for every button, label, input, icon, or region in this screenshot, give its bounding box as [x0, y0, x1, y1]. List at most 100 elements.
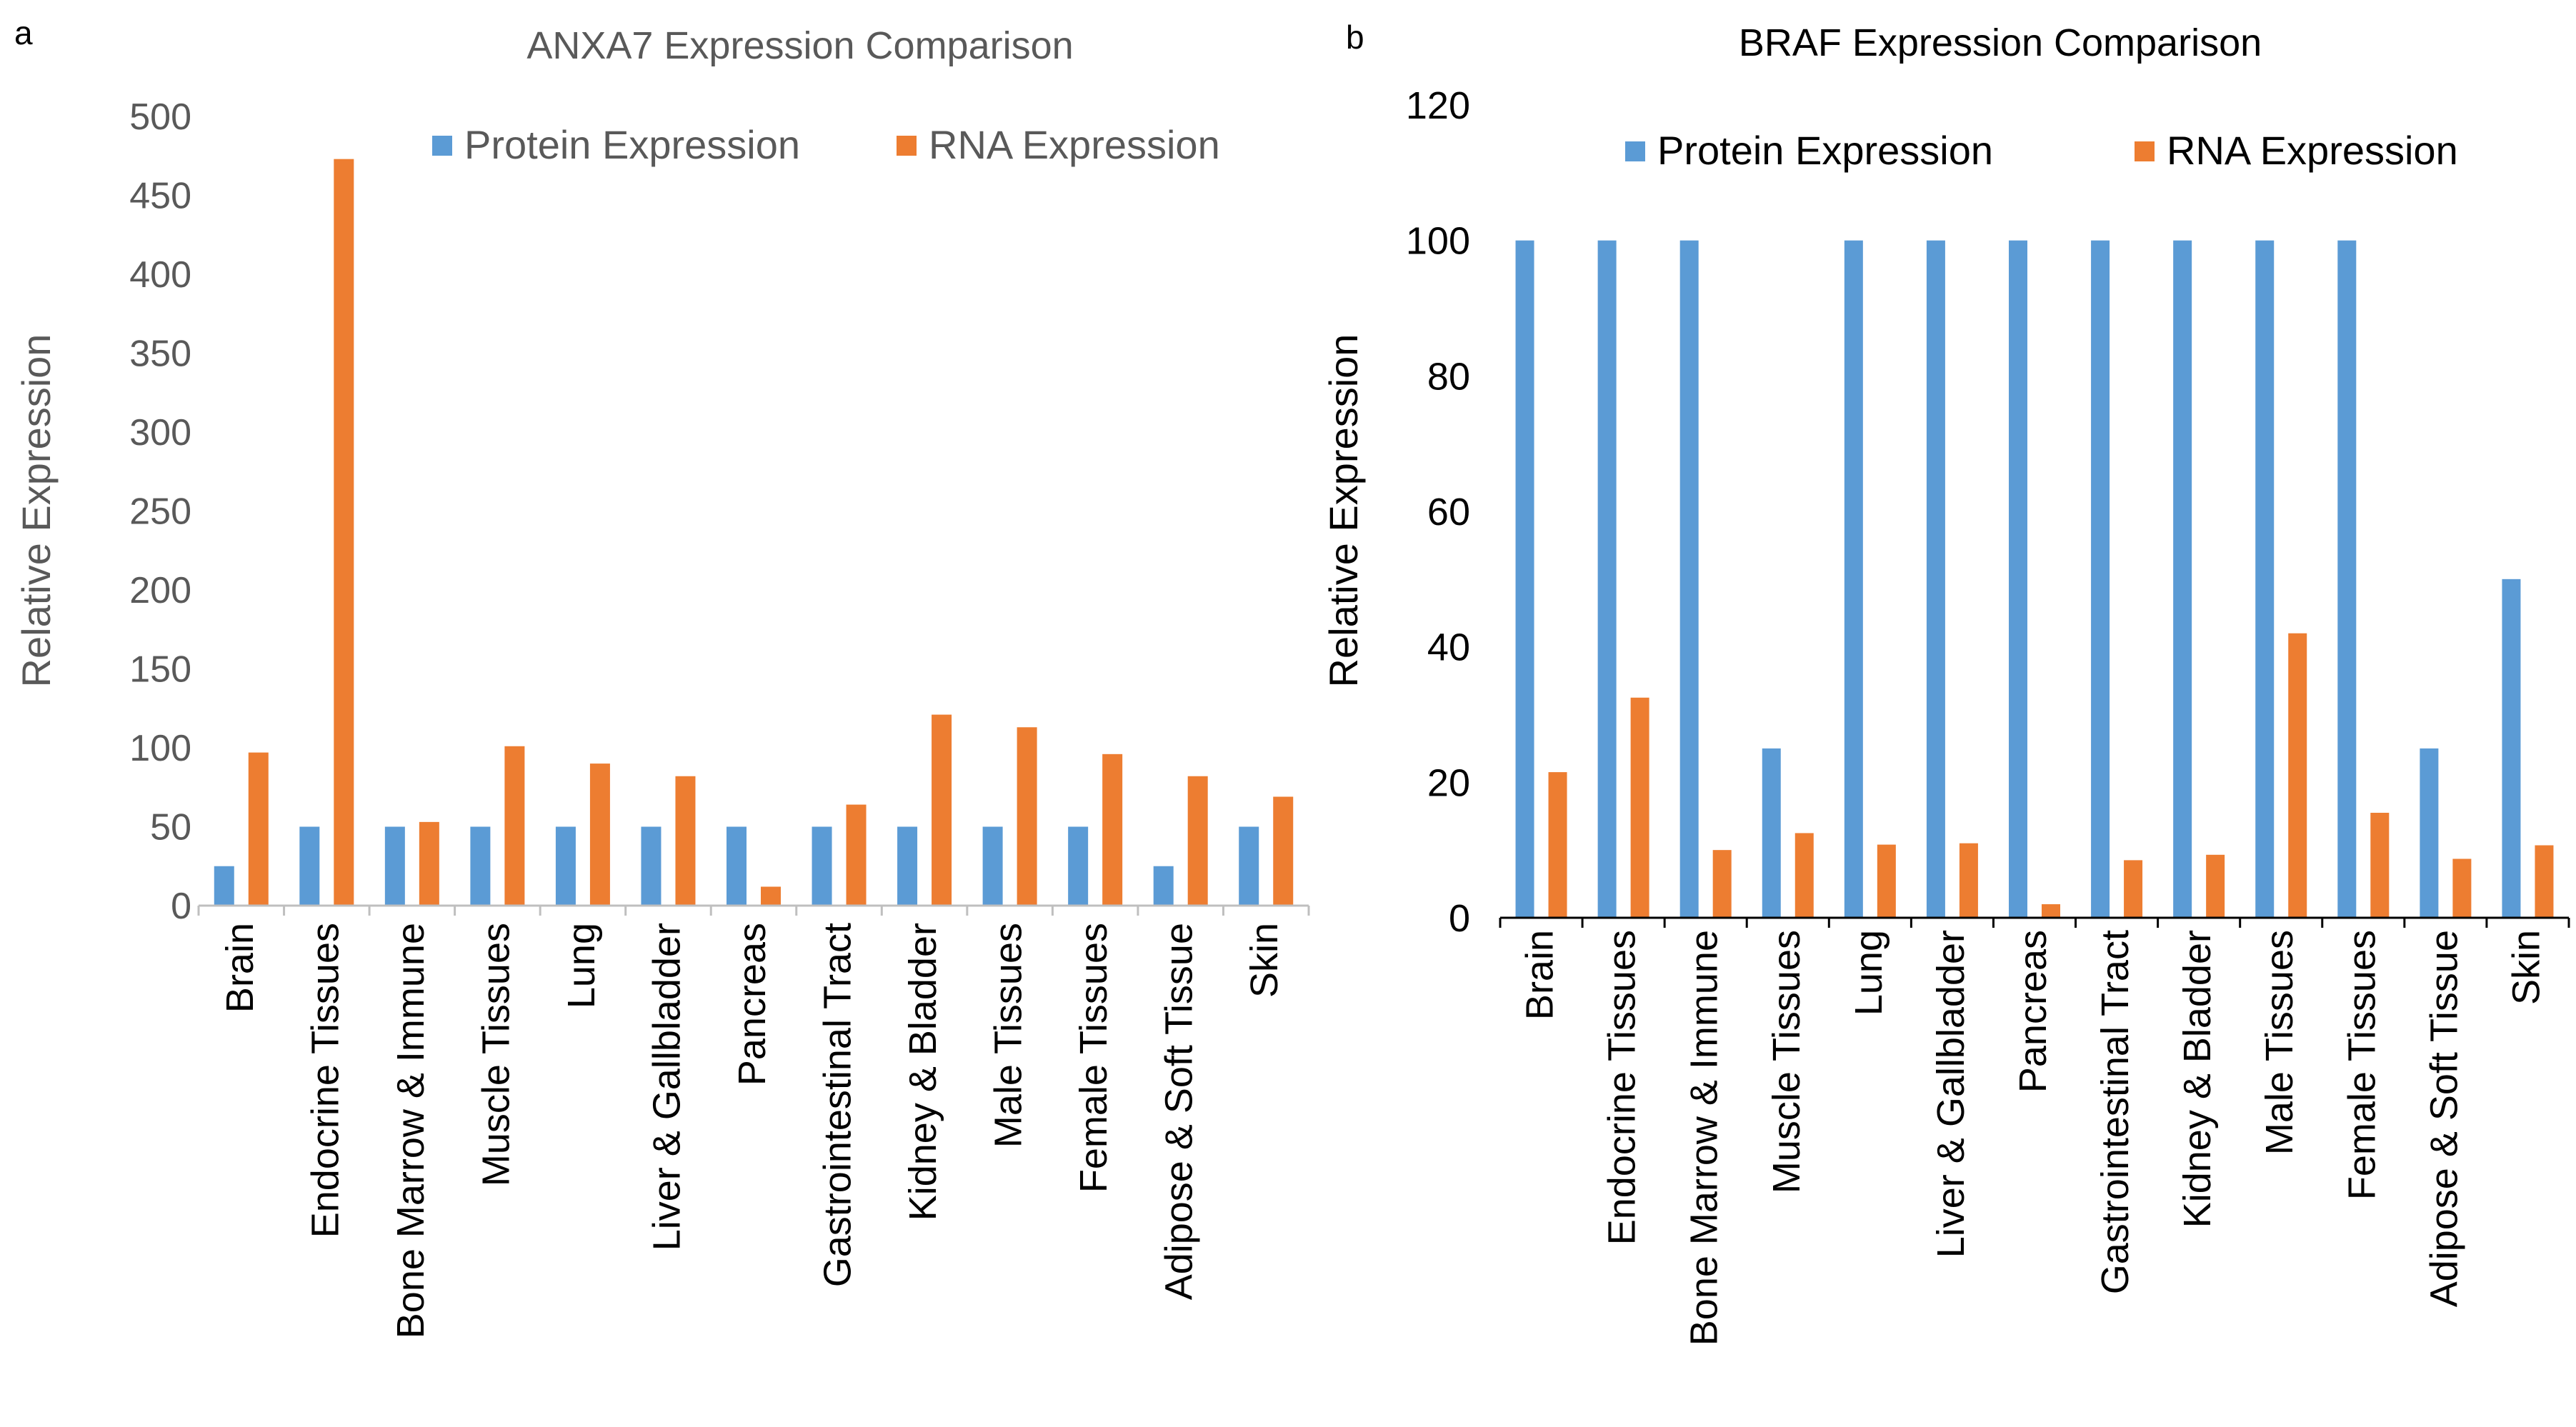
y-tick-label-b: 20 [1427, 761, 1470, 804]
x-category-label-b: Liver & Gallbladder [1929, 930, 1972, 1258]
protein-bar-a [897, 826, 918, 906]
y-tick-label-a: 300 [129, 412, 191, 454]
y-tick-label-b: 0 [1449, 897, 1470, 940]
protein-bar-b [1844, 240, 1863, 918]
protein-bar-b [1597, 240, 1617, 918]
y-axis-label-a: Relative Expression [14, 334, 59, 688]
x-category-label-b: Endocrine Tissues [1601, 930, 1644, 1245]
x-category-label-b: Male Tissues [2258, 930, 2301, 1155]
legend-label-protein-b: Protein Expression [1657, 128, 1993, 173]
x-category-label-b: Brain [1519, 930, 1562, 1020]
protein-bar-b [2337, 240, 2357, 918]
legend-swatch-protein-b [1625, 141, 1645, 161]
rna-bar-b [1794, 833, 1814, 918]
rna-bar-a [1017, 727, 1037, 906]
protein-bar-a [641, 826, 662, 906]
y-tick-label-b: 120 [1406, 84, 1470, 127]
protein-bar-a [1068, 826, 1089, 906]
rna-bar-b [2206, 854, 2225, 918]
x-category-label-a: Bone Marrow & Immune [389, 923, 432, 1338]
x-category-label-b: Adipose & Soft Tissue [2422, 930, 2465, 1307]
y-tick-label-a: 400 [129, 254, 191, 296]
rna-bar-a [932, 714, 952, 906]
y-tick-label-a: 0 [171, 886, 191, 927]
x-category-label-a: Male Tissues [987, 923, 1030, 1148]
x-category-label-a: Female Tissues [1072, 923, 1115, 1193]
rna-bar-a [1273, 796, 1294, 906]
x-category-label-a: Liver & Gallbladder [645, 923, 688, 1251]
y-tick-label-a: 50 [150, 807, 191, 848]
legend-label-protein-a: Protein Expression [464, 122, 800, 167]
x-category-label-a: Lung [560, 923, 603, 1008]
protein-bar-b [1679, 240, 1699, 918]
y-tick-label-a: 200 [129, 570, 191, 611]
rna-bar-a [248, 752, 269, 906]
x-category-label-a: Endocrine Tissues [304, 923, 346, 1238]
y-tick-label-a: 450 [129, 176, 191, 217]
protein-bar-a [982, 826, 1003, 906]
x-category-label-b: Pancreas [2012, 930, 2055, 1093]
protein-bar-b [2173, 240, 2192, 918]
x-category-label-a: Gastrointestinal Tract [817, 923, 859, 1287]
protein-bar-b [1515, 240, 1534, 918]
rna-bar-b [1959, 843, 1978, 918]
protein-bar-a [727, 826, 747, 906]
panel-label-b: b [1346, 19, 1364, 56]
y-tick-label-a: 100 [129, 728, 191, 769]
rna-bar-b [1877, 844, 1896, 918]
protein-bar-a [384, 826, 405, 906]
rna-bar-b [1712, 850, 1732, 918]
chart-braf: b BRAF Expression Comparison 0 20 40 60 80 100 1… [1321, 19, 2570, 1346]
y-axis-label-b: Relative Expression [1321, 334, 1366, 688]
x-category-label-a: Skin [1243, 923, 1286, 998]
y-tick-label-b: 60 [1427, 491, 1470, 534]
x-category-label-a: Muscle Tissues [474, 923, 517, 1186]
protein-bar-a [470, 826, 491, 906]
legend-label-rna-a: RNA Expression [929, 122, 1220, 167]
protein-bar-a [812, 826, 832, 906]
protein-bar-b [2255, 240, 2275, 918]
rna-bar-b [2452, 858, 2472, 918]
legend-swatch-rna-a [897, 136, 917, 156]
legend-swatch-rna-b [2135, 141, 2155, 161]
rna-bar-b [2124, 860, 2143, 918]
x-category-label-a: Pancreas [731, 923, 774, 1086]
y-tick-label-b: 80 [1427, 355, 1470, 398]
rna-bar-a [1102, 753, 1123, 906]
protein-bar-a [1153, 866, 1174, 906]
rna-bar-a [761, 886, 781, 906]
y-tick-label-a: 150 [129, 649, 191, 691]
x-category-label-a: Brain [219, 923, 261, 1013]
chart-title-a: ANXA7 Expression Comparison [526, 24, 1073, 67]
panel-label-a: a [14, 14, 33, 51]
protein-bar-b [1926, 240, 1945, 918]
y-tick-label-b: 100 [1406, 220, 1470, 263]
x-category-label-b: Skin [2505, 930, 2547, 1005]
x-category-label-b: Kidney & Bladder [2176, 930, 2219, 1228]
x-category-label-b: Female Tissues [2340, 930, 2383, 1200]
chart-title-b: BRAF Expression Comparison [1739, 21, 2262, 64]
protein-bar-a [214, 866, 234, 906]
protein-bar-a [299, 826, 320, 906]
rna-bar-a [846, 804, 867, 906]
y-tick-label-a: 250 [129, 491, 191, 533]
protein-bar-a [1239, 826, 1259, 906]
y-tick-label-a: 500 [129, 96, 191, 138]
rna-bar-b [2288, 633, 2307, 918]
legend-swatch-protein-a [432, 136, 452, 156]
legend-label-rna-b: RNA Expression [2167, 128, 2458, 173]
rna-bar-a [589, 763, 610, 906]
rna-bar-a [504, 746, 525, 906]
rna-bar-b [2370, 813, 2390, 918]
protein-bar-b [2009, 240, 2027, 918]
protein-bar-b [2420, 748, 2439, 918]
x-category-label-a: Kidney & Bladder [902, 923, 944, 1221]
x-category-label-b: Gastrointestinal Tract [2094, 930, 2137, 1294]
rna-bar-a [1187, 776, 1208, 906]
rna-bar-b [2535, 845, 2554, 918]
rna-bar-b [2042, 904, 2060, 918]
protein-bar-a [555, 826, 576, 906]
x-category-label-b: Lung [1847, 930, 1890, 1016]
y-tick-label-a: 350 [129, 334, 191, 375]
